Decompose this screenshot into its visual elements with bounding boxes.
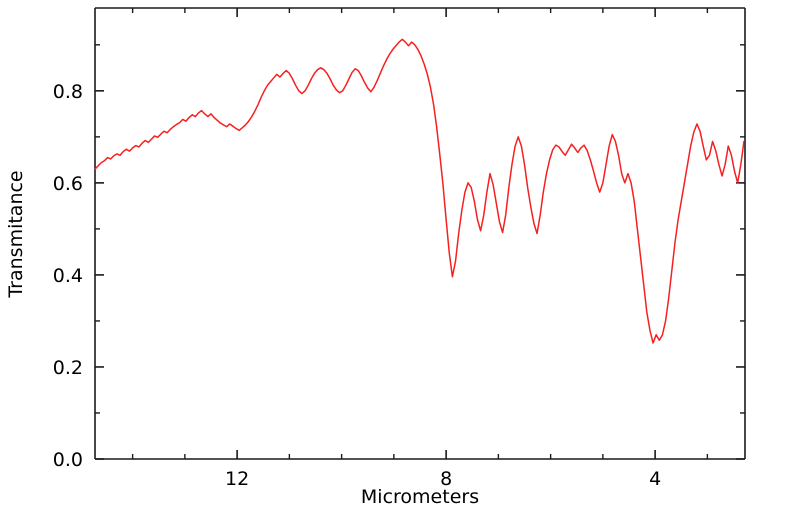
y-tick-label: 0.0	[53, 449, 83, 471]
spectrum-line-ir-transmittance	[94, 38, 745, 344]
axis-tick-labels: 12 8 4 0.0 0.2 0.4 0.6 0.8	[53, 81, 661, 490]
plot-frame	[94, 7, 746, 460]
x-tick-label: 12	[225, 468, 249, 490]
y-tick-label: 0.4	[53, 265, 83, 287]
x-tick-label: 4	[649, 468, 661, 490]
x-tick-label: 8	[440, 468, 452, 490]
y-tick-label: 0.2	[53, 357, 83, 379]
axis-ticks	[95, 8, 745, 460]
y-tick-label: 0.8	[53, 81, 83, 103]
x-axis-title: Micrometers	[361, 486, 479, 508]
y-tick-label: 0.6	[53, 173, 83, 195]
spectrum-series-group	[94, 38, 745, 344]
y-axis-title: Transmitance	[5, 170, 27, 298]
